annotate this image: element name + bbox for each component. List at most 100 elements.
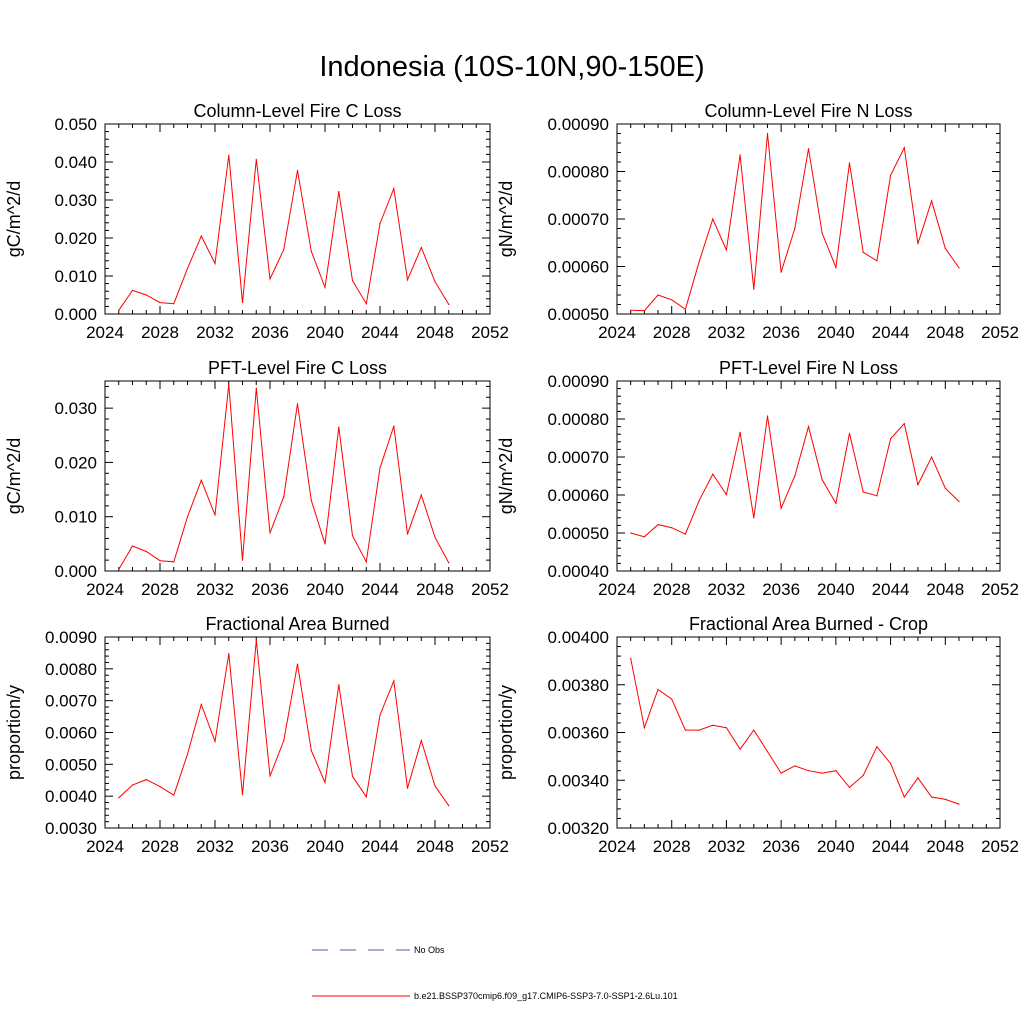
- data-point: [255, 387, 257, 389]
- data-point: [434, 785, 436, 787]
- panel-title: Column-Level Fire N Loss: [704, 101, 912, 121]
- data-point: [351, 775, 354, 778]
- data-point: [393, 188, 395, 190]
- x-tick-label: 2044: [872, 580, 910, 599]
- x-tick-label: 2044: [872, 323, 910, 342]
- data-point: [448, 303, 450, 306]
- x-tick-label: 2032: [196, 580, 234, 599]
- data-point: [780, 271, 782, 273]
- y-tick-label: 0.00060: [548, 486, 609, 505]
- data-point: [338, 191, 340, 193]
- data-point: [780, 507, 782, 509]
- data-point: [351, 535, 354, 537]
- data-point: [780, 772, 782, 774]
- data-point: [338, 426, 340, 428]
- data-point: [807, 770, 810, 772]
- x-tick-label: 2032: [708, 580, 746, 599]
- x-tick-label: 2052: [471, 323, 509, 342]
- data-point: [131, 545, 134, 547]
- data-point: [821, 232, 823, 234]
- y-tick-label: 0.00400: [548, 628, 609, 647]
- data-point: [807, 148, 810, 150]
- data-point: [420, 246, 422, 249]
- data-point: [255, 639, 257, 641]
- data-point: [324, 543, 326, 545]
- data-point: [296, 403, 299, 405]
- data-point: [821, 772, 823, 774]
- data-point: [712, 724, 714, 726]
- x-tick-label: 2048: [926, 837, 964, 856]
- y-axis-label: gC/m^2/d: [4, 181, 24, 257]
- x-tick-label: 2032: [708, 837, 746, 856]
- data-point: [310, 499, 312, 501]
- data-point: [917, 484, 919, 486]
- data-point: [406, 787, 409, 789]
- data-point: [931, 200, 933, 202]
- series-line: [630, 133, 960, 312]
- plot-frame: [104, 123, 491, 315]
- data-point: [958, 267, 960, 269]
- data-point: [324, 286, 326, 288]
- y-axis-label: proportion/y: [4, 685, 24, 780]
- chart-panel-6: Fractional Area Burned - Crop proportion/…: [496, 614, 1019, 856]
- y-tick-label: 0.0050: [45, 755, 97, 774]
- data-point: [876, 260, 878, 262]
- y-tick-label: 0.00080: [548, 410, 609, 429]
- data-point: [228, 154, 230, 156]
- data-point: [269, 532, 271, 534]
- data-point: [283, 248, 285, 250]
- chart-panel-3: PFT-Level Fire C Loss gC/m^2/d 2024 2028 203…: [4, 358, 509, 599]
- x-tick-label: 2032: [708, 323, 746, 342]
- data-point: [296, 663, 299, 665]
- x-tick-label: 2040: [817, 323, 855, 342]
- data-point: [351, 280, 354, 282]
- data-point: [145, 550, 147, 553]
- x-tick-label: 2044: [361, 580, 399, 599]
- y-tick-label: 0.00090: [548, 115, 609, 134]
- data-point: [200, 703, 202, 706]
- data-point: [173, 303, 175, 305]
- legend-obs-label: No Obs: [414, 945, 445, 955]
- x-tick-label: 2044: [361, 323, 399, 342]
- data-point: [406, 279, 409, 281]
- data-point: [630, 532, 632, 534]
- data-point: [118, 568, 120, 571]
- data-point: [848, 786, 851, 789]
- x-tick-label: 2036: [251, 580, 289, 599]
- plot-frame: [616, 380, 1001, 572]
- data-point: [712, 218, 714, 220]
- figure-title: Indonesia (10S-10N,90-150E): [319, 51, 704, 83]
- data-point: [448, 805, 450, 807]
- series-line: [118, 155, 450, 311]
- x-tick-label: 2028: [653, 580, 691, 599]
- y-tick-label: 0.00360: [548, 724, 609, 743]
- y-tick-label: 0.00050: [548, 524, 609, 543]
- y-tick-label: 0.0090: [45, 628, 97, 647]
- data-point: [255, 158, 257, 160]
- data-point: [698, 261, 700, 263]
- y-axis-label: gN/m^2/d: [496, 438, 516, 514]
- data-point: [173, 794, 175, 796]
- y-tick-label: 0.010: [54, 508, 97, 527]
- y-tick-label: 0.00070: [548, 210, 609, 229]
- data-point: [145, 294, 147, 296]
- data-point: [931, 796, 933, 798]
- y-tick-label: 0.000: [54, 305, 97, 324]
- x-tick-label: 2040: [306, 837, 344, 856]
- data-point: [671, 299, 673, 301]
- data-point: [296, 169, 299, 171]
- x-tick-label: 2052: [471, 580, 509, 599]
- data-point: [269, 278, 271, 280]
- data-point: [794, 227, 796, 230]
- data-point: [200, 479, 202, 481]
- data-point: [698, 500, 700, 502]
- y-axis-label: proportion/y: [496, 685, 516, 780]
- data-point: [766, 132, 769, 135]
- x-tick-label: 2028: [653, 323, 691, 342]
- legend: No Obs b.e21.BSSP370cmip6.f09_g17.CMIP6-…: [312, 945, 678, 1001]
- x-tick-label: 2040: [306, 323, 344, 342]
- data-point: [903, 423, 905, 425]
- x-tick-label: 2048: [416, 837, 454, 856]
- panels: Column-Level Fire C Loss gC/m^2/d 2024 2028…: [4, 101, 1019, 856]
- data-point: [283, 496, 285, 498]
